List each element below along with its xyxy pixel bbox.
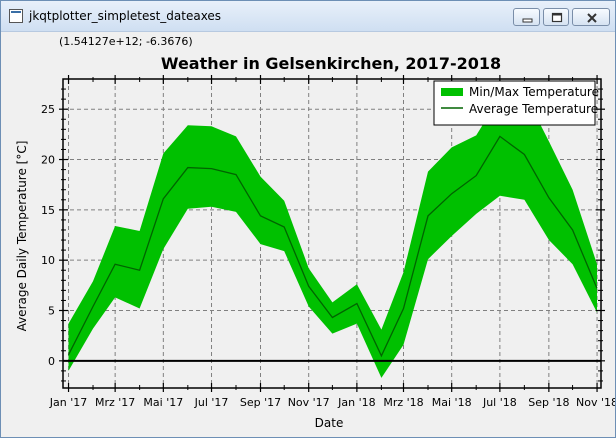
average-line-layer bbox=[67, 135, 598, 358]
y-tick-label: 15 bbox=[41, 204, 55, 217]
min-max-temperature-band bbox=[68, 93, 597, 378]
close-button[interactable] bbox=[572, 8, 610, 26]
x-tick-label: Mai '18 bbox=[432, 396, 472, 409]
window-title: jkqtplotter_simpletest_dateaxes bbox=[29, 9, 222, 23]
chart-title: Weather in Gelsenkirchen, 2017-2018 bbox=[161, 54, 501, 73]
close-icon bbox=[587, 13, 597, 23]
x-tick-label: Mrz '17 bbox=[95, 396, 135, 409]
average-temperature-line bbox=[67, 135, 598, 358]
legend-label-average: Average Temperature bbox=[469, 102, 598, 116]
y-tick-label: 25 bbox=[41, 103, 55, 116]
x-tick-label: Jan '17 bbox=[49, 396, 87, 409]
x-tick-label: Jan '18 bbox=[337, 396, 375, 409]
min-max-band-layer bbox=[68, 93, 597, 378]
y-tick-label: 5 bbox=[48, 304, 55, 317]
x-tick-label: Nov '17 bbox=[288, 396, 330, 409]
x-tick-label: Nov '18 bbox=[576, 396, 615, 409]
maximize-icon bbox=[551, 12, 563, 23]
y-axis-label: Average Daily Temperature [°C] bbox=[15, 141, 29, 332]
y-tick-label: 20 bbox=[41, 154, 55, 167]
axis-ticks: Jan '17 Mrz '17 Mai '17 Jul '17 Sep '17 Nov '… bbox=[41, 75, 615, 409]
coordinate-readout: (1.54127e+12; -6.3676) bbox=[59, 35, 193, 48]
x-tick-label: Mrz '18 bbox=[383, 396, 423, 409]
legend: Min/Max Temperature Average Temperature bbox=[433, 80, 599, 126]
maximize-button[interactable] bbox=[543, 8, 569, 26]
y-tick-label: 10 bbox=[41, 254, 55, 267]
app-icon bbox=[9, 9, 23, 23]
x-tick-label: Sep '17 bbox=[240, 396, 281, 409]
x-tick-label: Mai '17 bbox=[143, 396, 183, 409]
minimize-icon bbox=[522, 18, 533, 23]
x-axis-label: Date bbox=[315, 416, 344, 430]
x-tick-label: Jul '17 bbox=[194, 396, 229, 409]
minimize-button[interactable] bbox=[513, 8, 540, 26]
x-tick-label: Jul '18 bbox=[482, 396, 517, 409]
legend-swatch-min-max bbox=[441, 88, 463, 96]
legend-label-min-max: Min/Max Temperature bbox=[469, 85, 599, 99]
title-bar[interactable]: jkqtplotter_simpletest_dateaxes bbox=[1, 1, 615, 32]
y-tick-label: 0 bbox=[48, 355, 55, 368]
x-tick-label: Sep '18 bbox=[528, 396, 569, 409]
